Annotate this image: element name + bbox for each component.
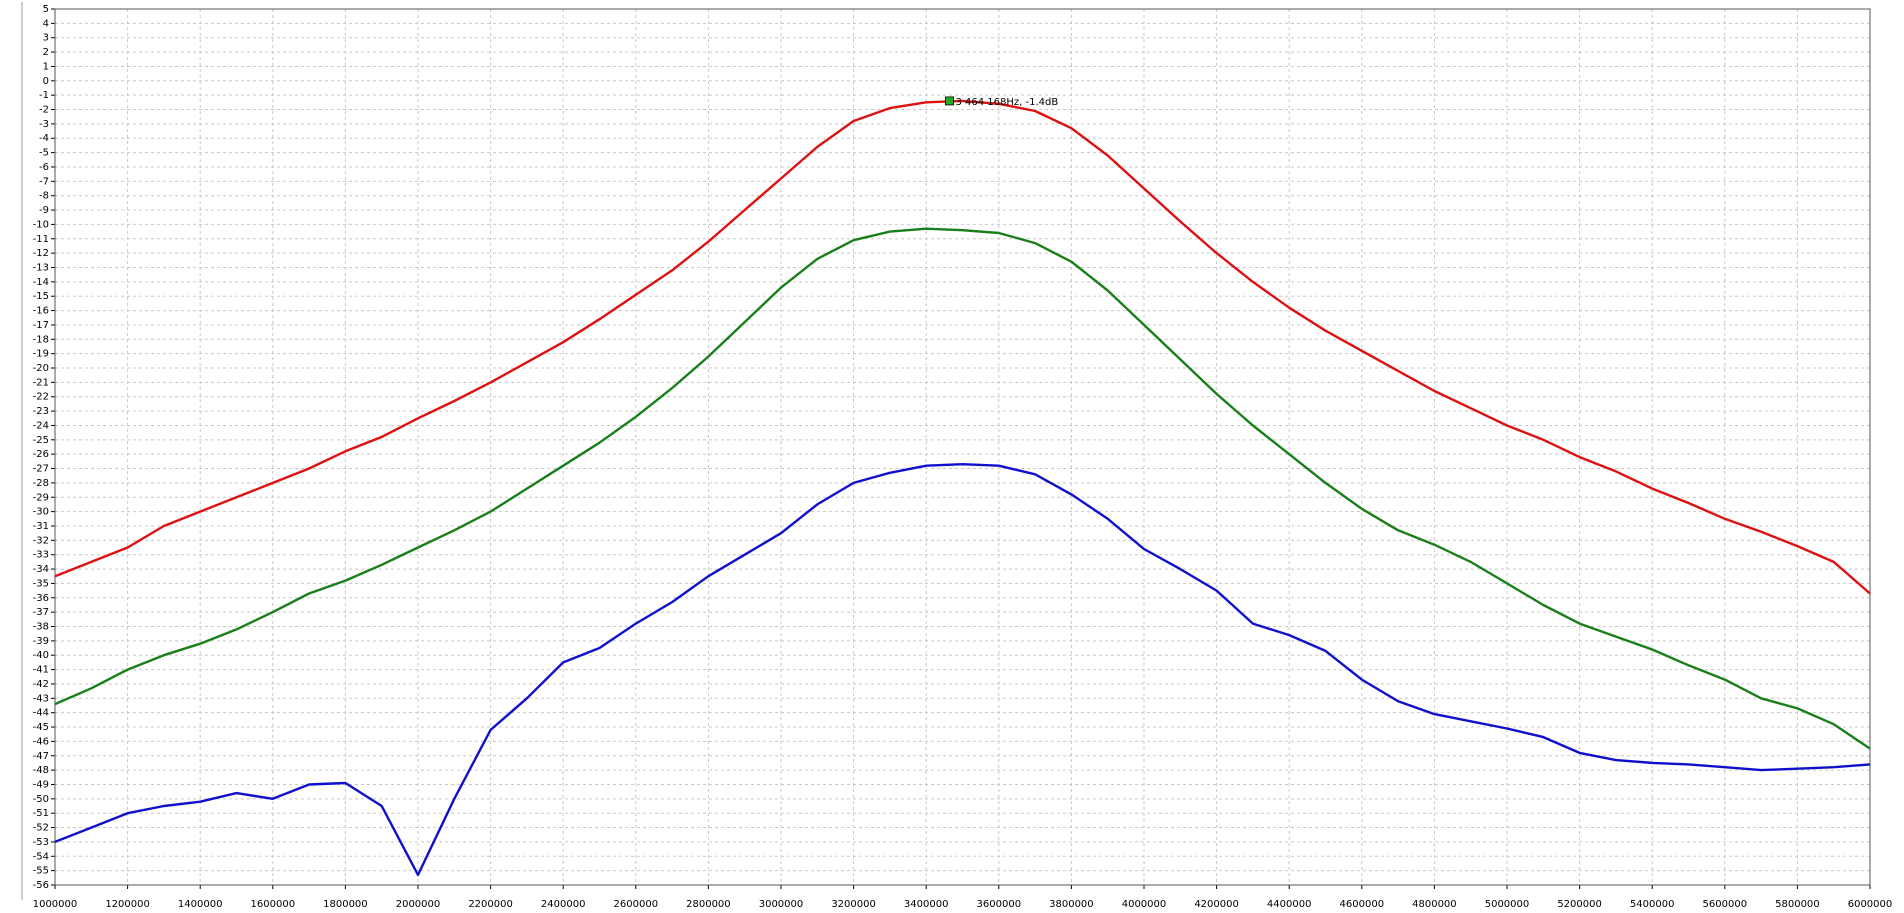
y-tick-label: -36 <box>33 593 49 604</box>
x-tick-label: 5400000 <box>1630 899 1675 910</box>
y-tick-label: 1 <box>43 61 49 72</box>
series-line <box>54 227 1871 750</box>
y-tick-label: -24 <box>33 420 49 431</box>
y-tick-label: -28 <box>33 478 49 489</box>
y-tick-label: -5 <box>39 148 49 159</box>
plot-frame <box>54 8 1871 886</box>
x-tick-label: 1800000 <box>323 899 368 910</box>
x-tick-label: 3800000 <box>1049 899 1094 910</box>
y-tick-label: 3 <box>43 33 49 44</box>
y-tick-label: -55 <box>33 866 49 877</box>
x-tick-label: 5200000 <box>1557 899 1602 910</box>
y-tick-label: -20 <box>33 363 49 374</box>
x-tick-label: 4400000 <box>1267 899 1312 910</box>
y-tick-label: -52 <box>33 823 49 834</box>
x-tick-label: 2000000 <box>396 899 441 910</box>
y-tick-label: -25 <box>33 435 49 446</box>
x-tick-label: 1400000 <box>178 899 223 910</box>
y-tick-label: 0 <box>43 76 49 87</box>
y-tick-label: -47 <box>33 751 49 762</box>
x-tick-label: 6000000 <box>1848 899 1893 910</box>
y-tick-label: -41 <box>33 665 49 676</box>
series-line <box>54 463 1871 877</box>
y-tick-label: -10 <box>33 219 49 230</box>
y-tick-label: -21 <box>33 377 49 388</box>
y-tick-label: -12 <box>33 248 49 259</box>
y-tick-label: -42 <box>33 679 49 690</box>
y-tick-label: -14 <box>33 277 49 288</box>
y-tick-label: -29 <box>33 492 49 503</box>
x-tick-label: 2200000 <box>468 899 513 910</box>
x-tick-label: 4800000 <box>1412 899 1457 910</box>
y-tick-label: -15 <box>33 291 49 302</box>
annotation-marker <box>945 96 954 106</box>
y-tick-label: -7 <box>39 176 49 187</box>
y-tick-label: -26 <box>33 449 49 460</box>
y-tick-label: -32 <box>33 535 49 546</box>
y-tick-label: 2 <box>43 47 49 58</box>
y-tick-label: -56 <box>33 880 49 891</box>
y-tick-label: -45 <box>33 722 49 733</box>
x-tick-label: 4200000 <box>1194 899 1239 910</box>
x-tick-label: 2400000 <box>541 899 586 910</box>
x-tick-label: 4600000 <box>1340 899 1385 910</box>
x-tick-label: 5600000 <box>1703 899 1748 910</box>
x-tick-label: 1000000 <box>33 899 78 910</box>
y-tick-label: -40 <box>33 650 49 661</box>
x-tick-label: 1600000 <box>251 899 296 910</box>
y-tick-label: -33 <box>33 550 49 561</box>
x-tick-label: 5800000 <box>1775 899 1820 910</box>
y-tick-label: -43 <box>33 693 49 704</box>
series-line <box>54 99 1871 595</box>
y-tick-label: -16 <box>33 306 49 317</box>
y-tick-label: -22 <box>33 392 49 403</box>
y-tick-label: -8 <box>39 191 49 202</box>
x-tick-label: 1200000 <box>105 899 150 910</box>
annotation-label: 3 464 168Hz, -1.4dB <box>955 97 1058 108</box>
y-tick-label: -51 <box>33 808 49 819</box>
y-tick-label: -38 <box>33 622 49 633</box>
x-tick-label: 3400000 <box>904 899 949 910</box>
y-tick-label: -34 <box>33 564 49 575</box>
y-tick-label: -27 <box>33 464 49 475</box>
x-tick-label: 2600000 <box>614 899 659 910</box>
y-tick-label: 5 <box>43 4 49 15</box>
y-tick-label: -48 <box>33 765 49 776</box>
x-tick-label: 2800000 <box>686 899 731 910</box>
y-tick-label: -11 <box>33 234 49 245</box>
y-tick-label: -53 <box>33 837 49 848</box>
y-tick-label: -50 <box>33 794 49 805</box>
y-tick-label: -44 <box>33 708 49 719</box>
y-tick-label: -18 <box>33 334 49 345</box>
y-tick-label: -39 <box>33 636 49 647</box>
y-tick-label: -46 <box>33 736 49 747</box>
x-tick-label: 5000000 <box>1485 899 1530 910</box>
y-tick-label: -6 <box>39 162 49 173</box>
y-tick-label: -3 <box>39 119 49 130</box>
y-tick-label: -17 <box>33 320 49 331</box>
x-tick-label: 3600000 <box>977 899 1022 910</box>
x-tick-label: 4000000 <box>1122 899 1167 910</box>
y-tick-label: 4 <box>43 18 49 29</box>
y-tick-label: -54 <box>33 851 49 862</box>
y-tick-label: -13 <box>33 262 49 273</box>
y-tick-label: -30 <box>33 507 49 518</box>
y-tick-label: -1 <box>39 90 49 101</box>
y-tick-label: -4 <box>39 133 49 144</box>
y-tick-label: -35 <box>33 578 49 589</box>
y-tick-label: -23 <box>33 406 49 417</box>
x-tick-label: 3000000 <box>759 899 804 910</box>
y-tick-label: -37 <box>33 607 49 618</box>
y-tick-label: -9 <box>39 205 49 216</box>
y-tick-label: -2 <box>39 105 49 116</box>
x-tick-label: 3200000 <box>831 899 876 910</box>
y-tick-label: -31 <box>33 521 49 532</box>
y-tick-label: -19 <box>33 349 49 360</box>
y-tick-label: -49 <box>33 779 49 790</box>
